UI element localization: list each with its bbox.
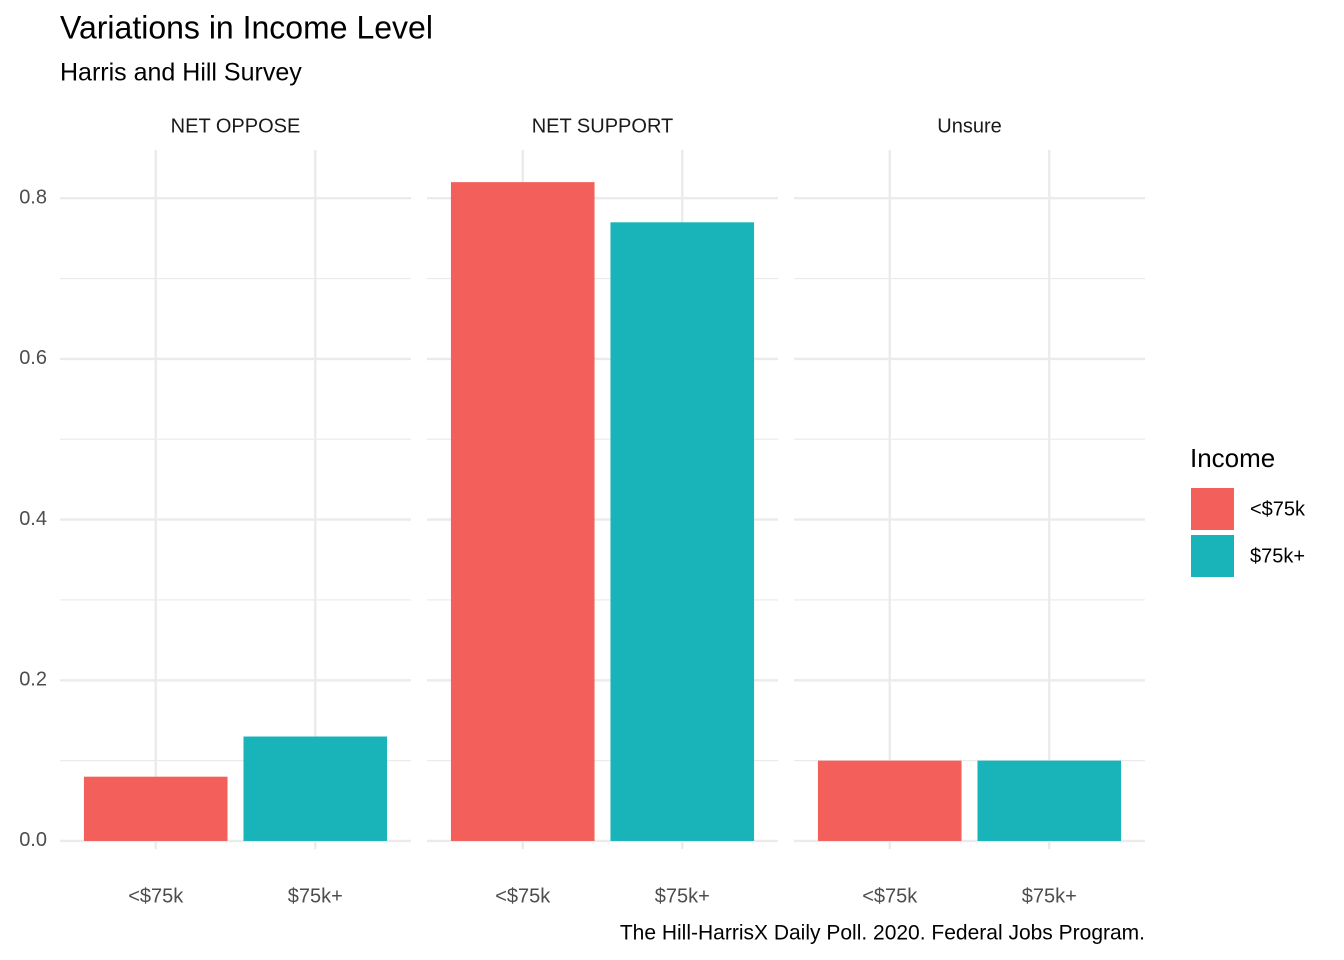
facet-label: Unsure: [937, 115, 1001, 137]
facet-label: NET SUPPORT: [532, 115, 674, 137]
bar: [83, 776, 228, 841]
chart-caption: The Hill-HarrisX Daily Poll. 2020. Feder…: [620, 922, 1145, 945]
chart-subtitle: Harris and Hill Survey: [60, 59, 302, 87]
y-tick-label: 0.4: [19, 508, 47, 530]
bar: [610, 222, 755, 841]
y-tick-label: 0.0: [19, 829, 47, 851]
x-tick-label: <$75k: [128, 885, 184, 907]
y-tick-label: 0.8: [19, 186, 47, 208]
chart-title: Variations in Income Level: [60, 9, 433, 45]
legend-label: $75k+: [1250, 545, 1305, 567]
x-tick-label: $75k+: [1022, 885, 1077, 907]
legend-swatch: [1191, 535, 1234, 577]
x-tick-label: <$75k: [495, 885, 551, 907]
x-tick-label: $75k+: [655, 885, 710, 907]
legend-title: Income: [1190, 443, 1275, 473]
y-tick-label: 0.2: [19, 669, 47, 691]
bar: [243, 736, 388, 841]
legend-swatch: [1191, 488, 1234, 530]
bar: [977, 760, 1122, 841]
x-tick-label: <$75k: [862, 885, 918, 907]
bar: [450, 182, 595, 841]
x-tick-label: $75k+: [288, 885, 343, 907]
bar: [817, 760, 962, 841]
legend-label: <$75k: [1250, 498, 1306, 520]
facet-label: NET OPPOSE: [171, 115, 301, 137]
y-tick-label: 0.6: [19, 347, 47, 369]
